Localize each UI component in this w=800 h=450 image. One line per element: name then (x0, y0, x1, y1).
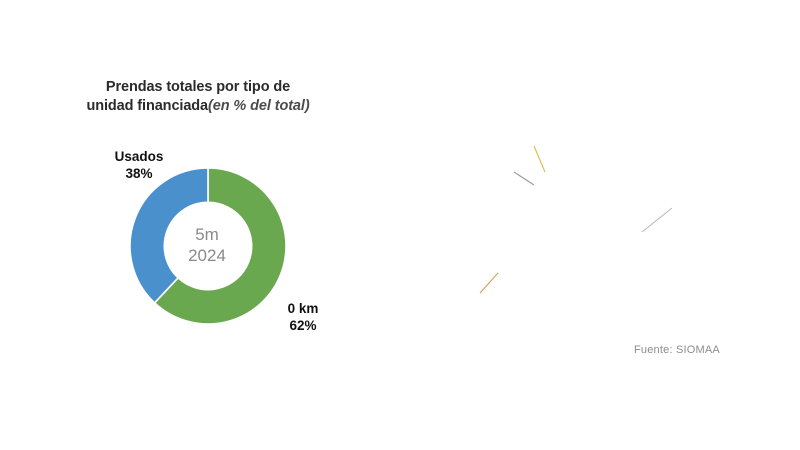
chart-title-left-bold: unidad financiada (86, 98, 209, 114)
chart-panel-tipo-acreedor: Prendas totales por tipo de acreedor(en … (400, 0, 800, 450)
callout-usados-value: 38% (125, 166, 153, 181)
donut-slice (153, 167, 287, 325)
callout-0km: 0 km 62% (272, 300, 334, 334)
callout-0km-name: 0 km (287, 301, 319, 316)
chart-title-left-line2: unidad financiada(en % del total) (38, 97, 358, 116)
callout-usados: Usados 38% (102, 148, 176, 182)
chart-title-left-line1: Prendas totales por tipo de (105, 79, 291, 95)
donut-chart-unidad-financiada (118, 156, 298, 336)
source-note: Fuente: SIOMAA (634, 344, 720, 356)
donut-slice (129, 167, 209, 304)
callout-0km-value: 62% (289, 318, 317, 333)
chart-panel-unidad-financiada: Prendas totales por tipo de unidad finan… (38, 78, 358, 336)
callout-usados-name: Usados (114, 149, 164, 164)
donut-left-slice-group (129, 167, 287, 325)
donut-left-svg (129, 167, 287, 325)
chart-title-left-sub: (en % del total) (208, 98, 310, 114)
chart-title-left: Prendas totales por tipo de unidad finan… (38, 78, 358, 116)
